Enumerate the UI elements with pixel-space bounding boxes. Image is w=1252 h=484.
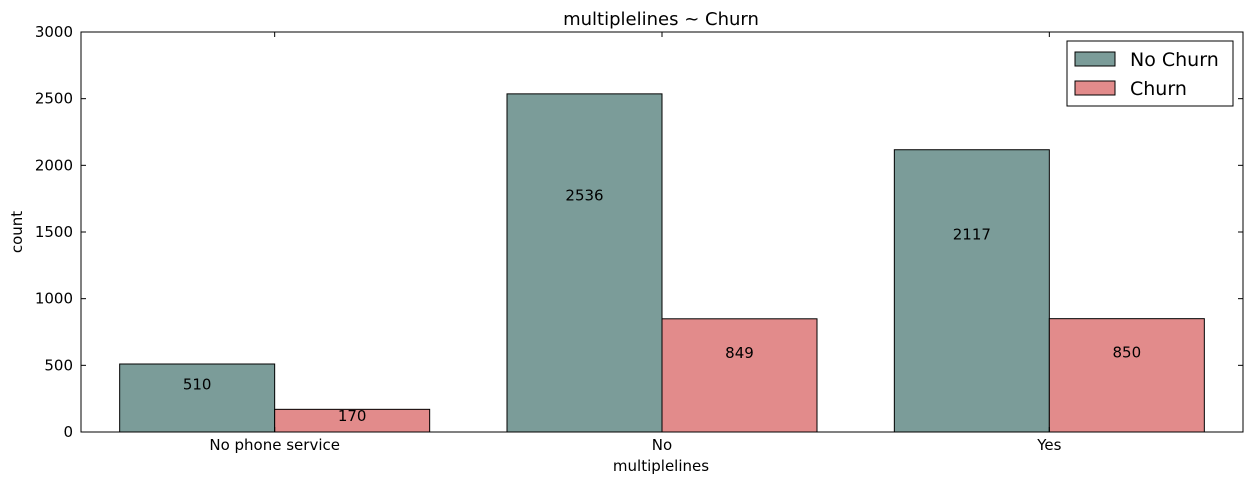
bar-labels-group: 510 170 2536 849 2117 850 — [183, 186, 1141, 425]
y-tick-label: 3000 — [35, 23, 73, 41]
legend-swatch-churn — [1074, 80, 1116, 96]
bar-value-label: 170 — [338, 407, 367, 425]
x-axis-title: multiplelines — [613, 457, 709, 475]
bar-value-label: 2536 — [565, 186, 603, 204]
chart-title: multiplelines ~ Churn — [563, 9, 759, 30]
x-tick-label: No — [652, 436, 672, 454]
x-tick-label: Yes — [1036, 436, 1061, 454]
y-tick-label: 2000 — [35, 156, 73, 174]
bar-churn-1 — [661, 318, 818, 433]
y-tick-label: 1500 — [35, 223, 73, 241]
axes-group: 0 500 1000 1500 2000 2500 3000 No phone service… — [35, 23, 1244, 454]
legend: No Churn Churn — [1066, 40, 1234, 107]
y-axis-title: count — [8, 211, 26, 253]
y-tick-label: 500 — [44, 356, 73, 374]
y-tick-label: 2500 — [35, 90, 73, 108]
legend-label-no-churn: No Churn — [1130, 49, 1219, 71]
bar-no-churn-0 — [119, 363, 276, 433]
bars-group — [119, 93, 1205, 433]
bar-value-label: 510 — [183, 375, 212, 393]
legend-label-churn: Churn — [1130, 78, 1187, 100]
bar-value-label: 850 — [1113, 344, 1142, 362]
bar-value-label: 849 — [725, 344, 754, 362]
y-tick-label: 1000 — [35, 290, 73, 308]
x-tick-label: No phone service — [209, 436, 340, 454]
bar-value-label: 2117 — [953, 225, 991, 243]
y-tick-label: 0 — [63, 423, 73, 441]
bar-no-churn-2 — [893, 149, 1050, 433]
bar-churn-2 — [1048, 318, 1205, 433]
bar-no-churn-1 — [506, 93, 663, 433]
legend-swatch-no-churn — [1074, 51, 1116, 67]
